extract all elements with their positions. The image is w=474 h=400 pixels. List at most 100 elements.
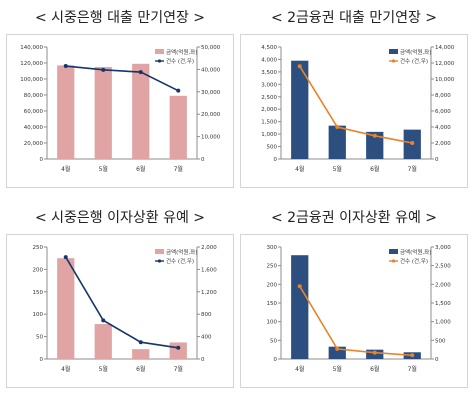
y-tick-label: 3,000 — [261, 82, 277, 88]
line-point — [138, 340, 143, 345]
legend-bar-swatch — [155, 249, 164, 254]
y-tick-label: 250 — [33, 245, 44, 251]
bar — [132, 63, 150, 159]
x-tick-label: 5월 — [99, 165, 108, 173]
bar — [366, 131, 384, 159]
y2-tick-label: 20,000 — [201, 112, 221, 118]
bar — [291, 60, 309, 159]
legend-line-label: 건수 (건,우) — [400, 58, 428, 65]
bar — [291, 255, 309, 359]
x-tick-label: 7월 — [408, 365, 417, 373]
y-tick-label: 50 — [270, 338, 277, 344]
legend-line-label: 건수 (건,우) — [400, 258, 428, 265]
y-tick-label: 100 — [33, 312, 44, 318]
y2-tick-label: 4,000 — [435, 125, 451, 131]
line-point — [335, 346, 340, 351]
x-tick-label: 6월 — [370, 165, 379, 173]
y-tick-label: 40,000 — [24, 125, 44, 131]
line-point — [372, 350, 377, 355]
legend-line-marker — [391, 59, 396, 63]
line-point — [297, 64, 302, 69]
y2-tick-label: 800 — [201, 312, 212, 318]
y2-tick-label: 2,000 — [435, 141, 451, 147]
y-tick-label: 120,000 — [20, 61, 43, 67]
y2-tick-label: 2,000 — [435, 282, 451, 288]
x-tick-label: 5월 — [333, 165, 342, 173]
x-tick-label: 7월 — [174, 365, 183, 373]
line-point — [297, 284, 302, 289]
legend-bar-label: 금액(억원,좌) — [166, 248, 197, 256]
y2-tick-label: 0 — [435, 157, 439, 163]
line-point — [176, 88, 181, 93]
line-point — [335, 125, 340, 129]
y2-tick-label: 1,000 — [435, 320, 451, 326]
y-tick-label: 4,000 — [261, 57, 277, 63]
y2-tick-label: 0 — [201, 157, 205, 163]
x-tick-label: 4월 — [61, 365, 70, 373]
y-tick-label: 2,500 — [261, 95, 277, 101]
y2-tick-label: 1,500 — [435, 301, 451, 307]
legend-bar-swatch — [155, 49, 164, 54]
legend-line-marker — [391, 259, 396, 263]
y2-tick-label: 2,000 — [201, 245, 217, 251]
y-tick-label: 50 — [36, 335, 43, 341]
line-point — [372, 133, 377, 138]
legend-bar-label: 금액(억원,좌) — [400, 48, 431, 56]
line-series — [65, 256, 179, 349]
y-tick-label: 60,000 — [24, 109, 44, 115]
y2-tick-label: 14,000 — [435, 45, 455, 51]
line-point — [410, 353, 415, 358]
y2-tick-label: 10,000 — [201, 135, 221, 141]
bar — [169, 95, 187, 159]
line-point — [176, 345, 181, 350]
y-tick-label: 500 — [267, 145, 278, 151]
bar — [132, 349, 150, 359]
line-point — [101, 318, 106, 323]
y2-tick-label: 0 — [435, 357, 439, 363]
x-tick-label: 6월 — [136, 365, 145, 373]
y2-tick-label: 40,000 — [201, 67, 221, 73]
x-tick-label: 5월 — [333, 365, 342, 373]
y-tick-label: 0 — [40, 357, 44, 363]
y-tick-label: 0 — [274, 357, 278, 363]
y-tick-label: 1,000 — [261, 132, 277, 138]
y2-tick-label: 10,000 — [435, 77, 455, 83]
x-tick-label: 7월 — [174, 165, 183, 173]
legend-bar-swatch — [389, 249, 398, 254]
y-tick-label: 150 — [33, 290, 44, 296]
chart-title: < 시중은행 이자상환 유예 > — [34, 210, 206, 226]
legend-bar-label: 금액(억원,좌) — [166, 48, 197, 56]
y-tick-label: 3,500 — [261, 70, 277, 76]
y-tick-label: 300 — [267, 245, 278, 251]
line-point — [101, 67, 106, 72]
y-tick-label: 0 — [40, 157, 44, 163]
bar — [57, 258, 75, 359]
y-tick-label: 2,000 — [261, 107, 277, 113]
legend-bar-swatch — [389, 49, 398, 54]
legend-line-marker — [157, 59, 162, 63]
y-tick-label: 140,000 — [20, 45, 43, 51]
y2-tick-label: 1,200 — [201, 290, 217, 296]
chart-title: < 2금융권 이자상환 유예 > — [270, 210, 438, 226]
y2-tick-label: 30,000 — [201, 90, 221, 96]
y2-tick-label: 8,000 — [435, 93, 451, 99]
bar — [328, 125, 346, 159]
y2-tick-label: 500 — [435, 338, 446, 344]
legend-line-label: 건수 (건,우) — [166, 258, 194, 265]
y2-tick-label: 6,000 — [435, 109, 451, 115]
chart-panel-nonbank-interest-deferral: < 2금융권 이자상환 유예 > 0 50 100 150 200 250 300 0 500 1… — [240, 206, 468, 388]
legend-line-marker — [157, 259, 162, 263]
bar — [169, 342, 187, 359]
y-tick-label: 100,000 — [20, 77, 43, 83]
y2-tick-label: 400 — [201, 335, 212, 341]
bar — [57, 65, 75, 159]
y2-tick-label: 12,000 — [435, 61, 455, 67]
y2-tick-label: 2,500 — [435, 264, 451, 270]
legend-line-label: 건수 (건,우) — [166, 58, 194, 65]
x-tick-label: 4월 — [61, 165, 70, 173]
y-tick-label: 250 — [267, 264, 278, 270]
y-tick-label: 80,000 — [24, 93, 44, 99]
y-tick-label: 100 — [267, 320, 278, 326]
chart-title: < 시중은행 대출 만기연장 > — [34, 10, 206, 26]
legend-bar-label: 금액(억원,좌) — [400, 248, 431, 256]
